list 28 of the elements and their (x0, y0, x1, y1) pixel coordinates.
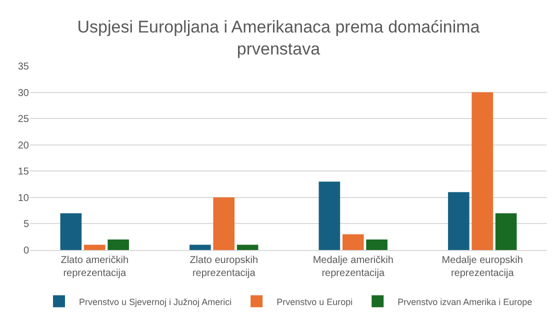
bar (342, 234, 364, 250)
y-tick-label: 25 (18, 114, 30, 126)
x-tick-label: Medalje američkih reprezentacija (312, 255, 394, 279)
x-tick-label: Medalje europskih reprezentacija (442, 255, 523, 279)
legend-label: Prvenstvo izvan Amerika i Europe (398, 296, 532, 307)
y-tick-label: 5 (23, 219, 30, 230)
bar (84, 244, 106, 250)
chart-title: Uspjesi Europljana i Amerikanaca prema domaćinima prvenstava (77, 18, 480, 59)
legend-label: Prvenstvo u Europi (276, 296, 353, 307)
y-tick-label: 0 (23, 246, 30, 256)
y-tick-label: 30 (18, 88, 30, 99)
bar (318, 182, 340, 250)
x-tick-label: Zlato američkih reprezentacija (60, 255, 129, 279)
bar (108, 239, 129, 250)
bar (190, 244, 211, 250)
y-tick-label: 10 (18, 192, 30, 204)
bar (236, 244, 258, 250)
bar (60, 213, 82, 250)
bar (366, 239, 388, 250)
bar (448, 192, 470, 250)
bar (213, 197, 235, 250)
x-tick-label: Zlato europskih reprezentacija (190, 255, 258, 279)
y-tick-label: 15 (18, 166, 30, 178)
legend-label: Prvenstvo u Sjevernoj i Južnoj Americi (79, 296, 232, 307)
bar (472, 92, 494, 250)
y-tick-label: 35 (18, 62, 30, 72)
y-tick-label: 20 (18, 140, 30, 152)
bar (495, 213, 517, 250)
